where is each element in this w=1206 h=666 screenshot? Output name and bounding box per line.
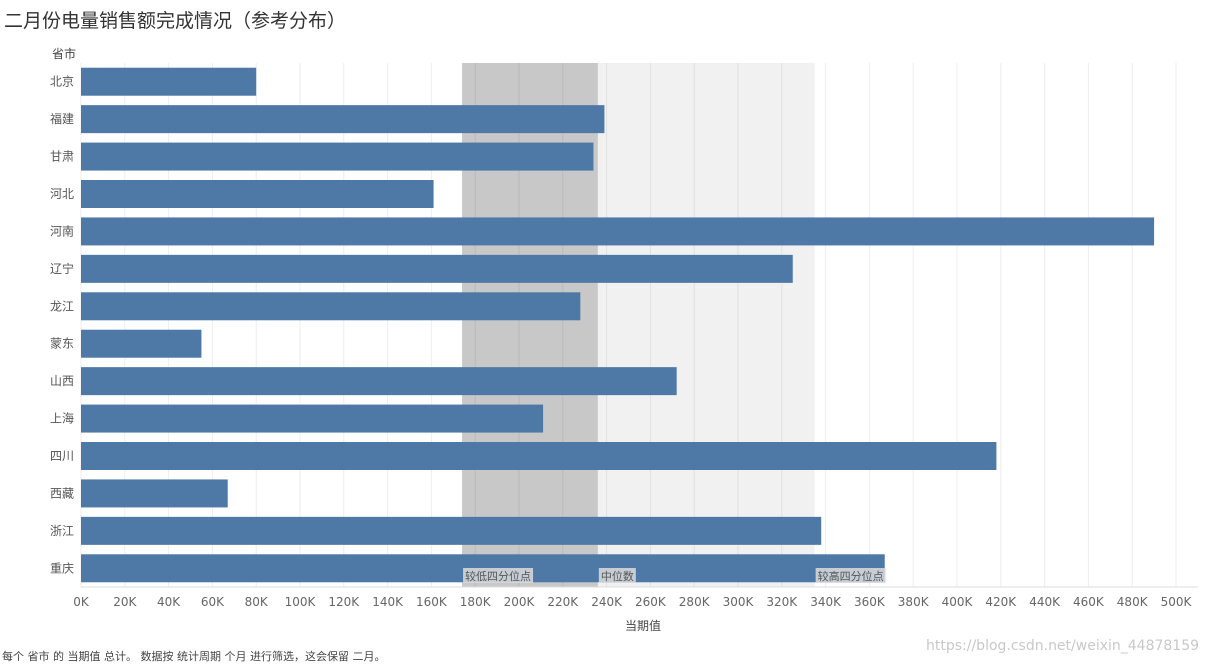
x-tick-label: 280K: [679, 595, 711, 609]
category-label: 重庆: [50, 561, 74, 575]
category-label: 四川: [50, 449, 74, 463]
x-tick-label: 60K: [201, 595, 225, 609]
x-tick-label: 200K: [504, 595, 536, 609]
reference-bands: [462, 63, 815, 587]
x-tick-label: 420K: [985, 595, 1017, 609]
x-tick-label: 500K: [1161, 595, 1193, 609]
x-tick-label: 0K: [73, 595, 90, 609]
category-label: 北京: [50, 75, 74, 89]
upper-quartile-label: 较高四分位点: [818, 569, 884, 583]
x-tick-label: 480K: [1117, 595, 1149, 609]
bar: [81, 105, 605, 134]
bar: [81, 516, 822, 545]
y-axis-title: 省市: [52, 46, 76, 61]
category-label: 浙江: [50, 524, 74, 538]
bar: [81, 442, 997, 470]
bar: [81, 479, 228, 508]
x-tick-label: 240K: [591, 595, 623, 609]
x-axis-ticks: 0K 20K 40K 60K 80K 100K 120K 140K 160K 180K 200K 22…: [73, 595, 1192, 609]
bar-chart: 较低四分位点 中位数 较高四分位点 北京福建甘肃河北河南辽宁龙江蒙东山西上海四川西藏…: [50, 46, 1198, 633]
upper-quartile-band: [597, 63, 815, 587]
category-label: 龙江: [50, 299, 74, 313]
watermark: https://blog.csdn.net/weixin_44878159: [926, 638, 1200, 654]
upper-quartile-label-bg: [815, 568, 886, 583]
bar: [81, 180, 434, 208]
x-tick-label: 160K: [416, 595, 448, 609]
median-label-bg: [598, 568, 636, 583]
x-tick-label: 380K: [898, 595, 930, 609]
x-tick-label: 80K: [245, 595, 269, 609]
x-tick-label: 180K: [460, 595, 492, 609]
lower-quartile-label-bg: [463, 568, 534, 583]
bar: [81, 367, 677, 396]
x-tick-label: 440K: [1029, 595, 1061, 609]
x-tick-label: 320K: [766, 595, 798, 609]
x-tick-label: 100K: [285, 595, 317, 609]
category-label: 河北: [50, 187, 74, 201]
x-tick-label: 340K: [810, 595, 842, 609]
bar: [81, 329, 202, 358]
x-tick-label: 260K: [635, 595, 667, 609]
lower-quartile-band: [462, 63, 598, 587]
median-label: 中位数: [601, 569, 634, 583]
x-tick-label: 460K: [1073, 595, 1105, 609]
category-label: 甘肃: [50, 150, 74, 164]
x-tick-label: 40K: [157, 595, 181, 609]
category-label: 福建: [50, 111, 74, 126]
bar: [81, 142, 594, 171]
x-tick-label: 400K: [942, 595, 974, 609]
bar: [81, 254, 793, 283]
reference-labels: 较低四分位点 中位数 较高四分位点: [463, 568, 886, 583]
chart-title: 二月份电量销售额完成情况（参考分布）: [4, 10, 347, 32]
lower-quartile-label: 较低四分位点: [465, 569, 531, 583]
category-label: 上海: [50, 411, 74, 426]
category-label: 河南: [50, 223, 74, 238]
bar: [81, 404, 544, 433]
category-label: 西藏: [50, 486, 74, 500]
x-tick-label: 140K: [372, 595, 404, 609]
x-tick-label: 20K: [113, 595, 137, 609]
category-label: 辽宁: [50, 261, 74, 276]
category-label: 山西: [50, 374, 74, 388]
bar: [81, 67, 257, 96]
x-axis-title: 当期值: [625, 618, 661, 633]
category-label: 蒙东: [50, 337, 74, 351]
x-tick-label: 220K: [547, 595, 579, 609]
x-tick-label: 300K: [723, 595, 755, 609]
bar: [81, 292, 581, 321]
x-tick-label: 120K: [328, 595, 360, 609]
x-tick-label: 360K: [854, 595, 886, 609]
footer-caption: 每个 省市 的 当期值 总计。 数据按 统计周期 个月 进行筛选，这会保留 二月…: [2, 650, 386, 663]
bar: [81, 217, 1155, 246]
